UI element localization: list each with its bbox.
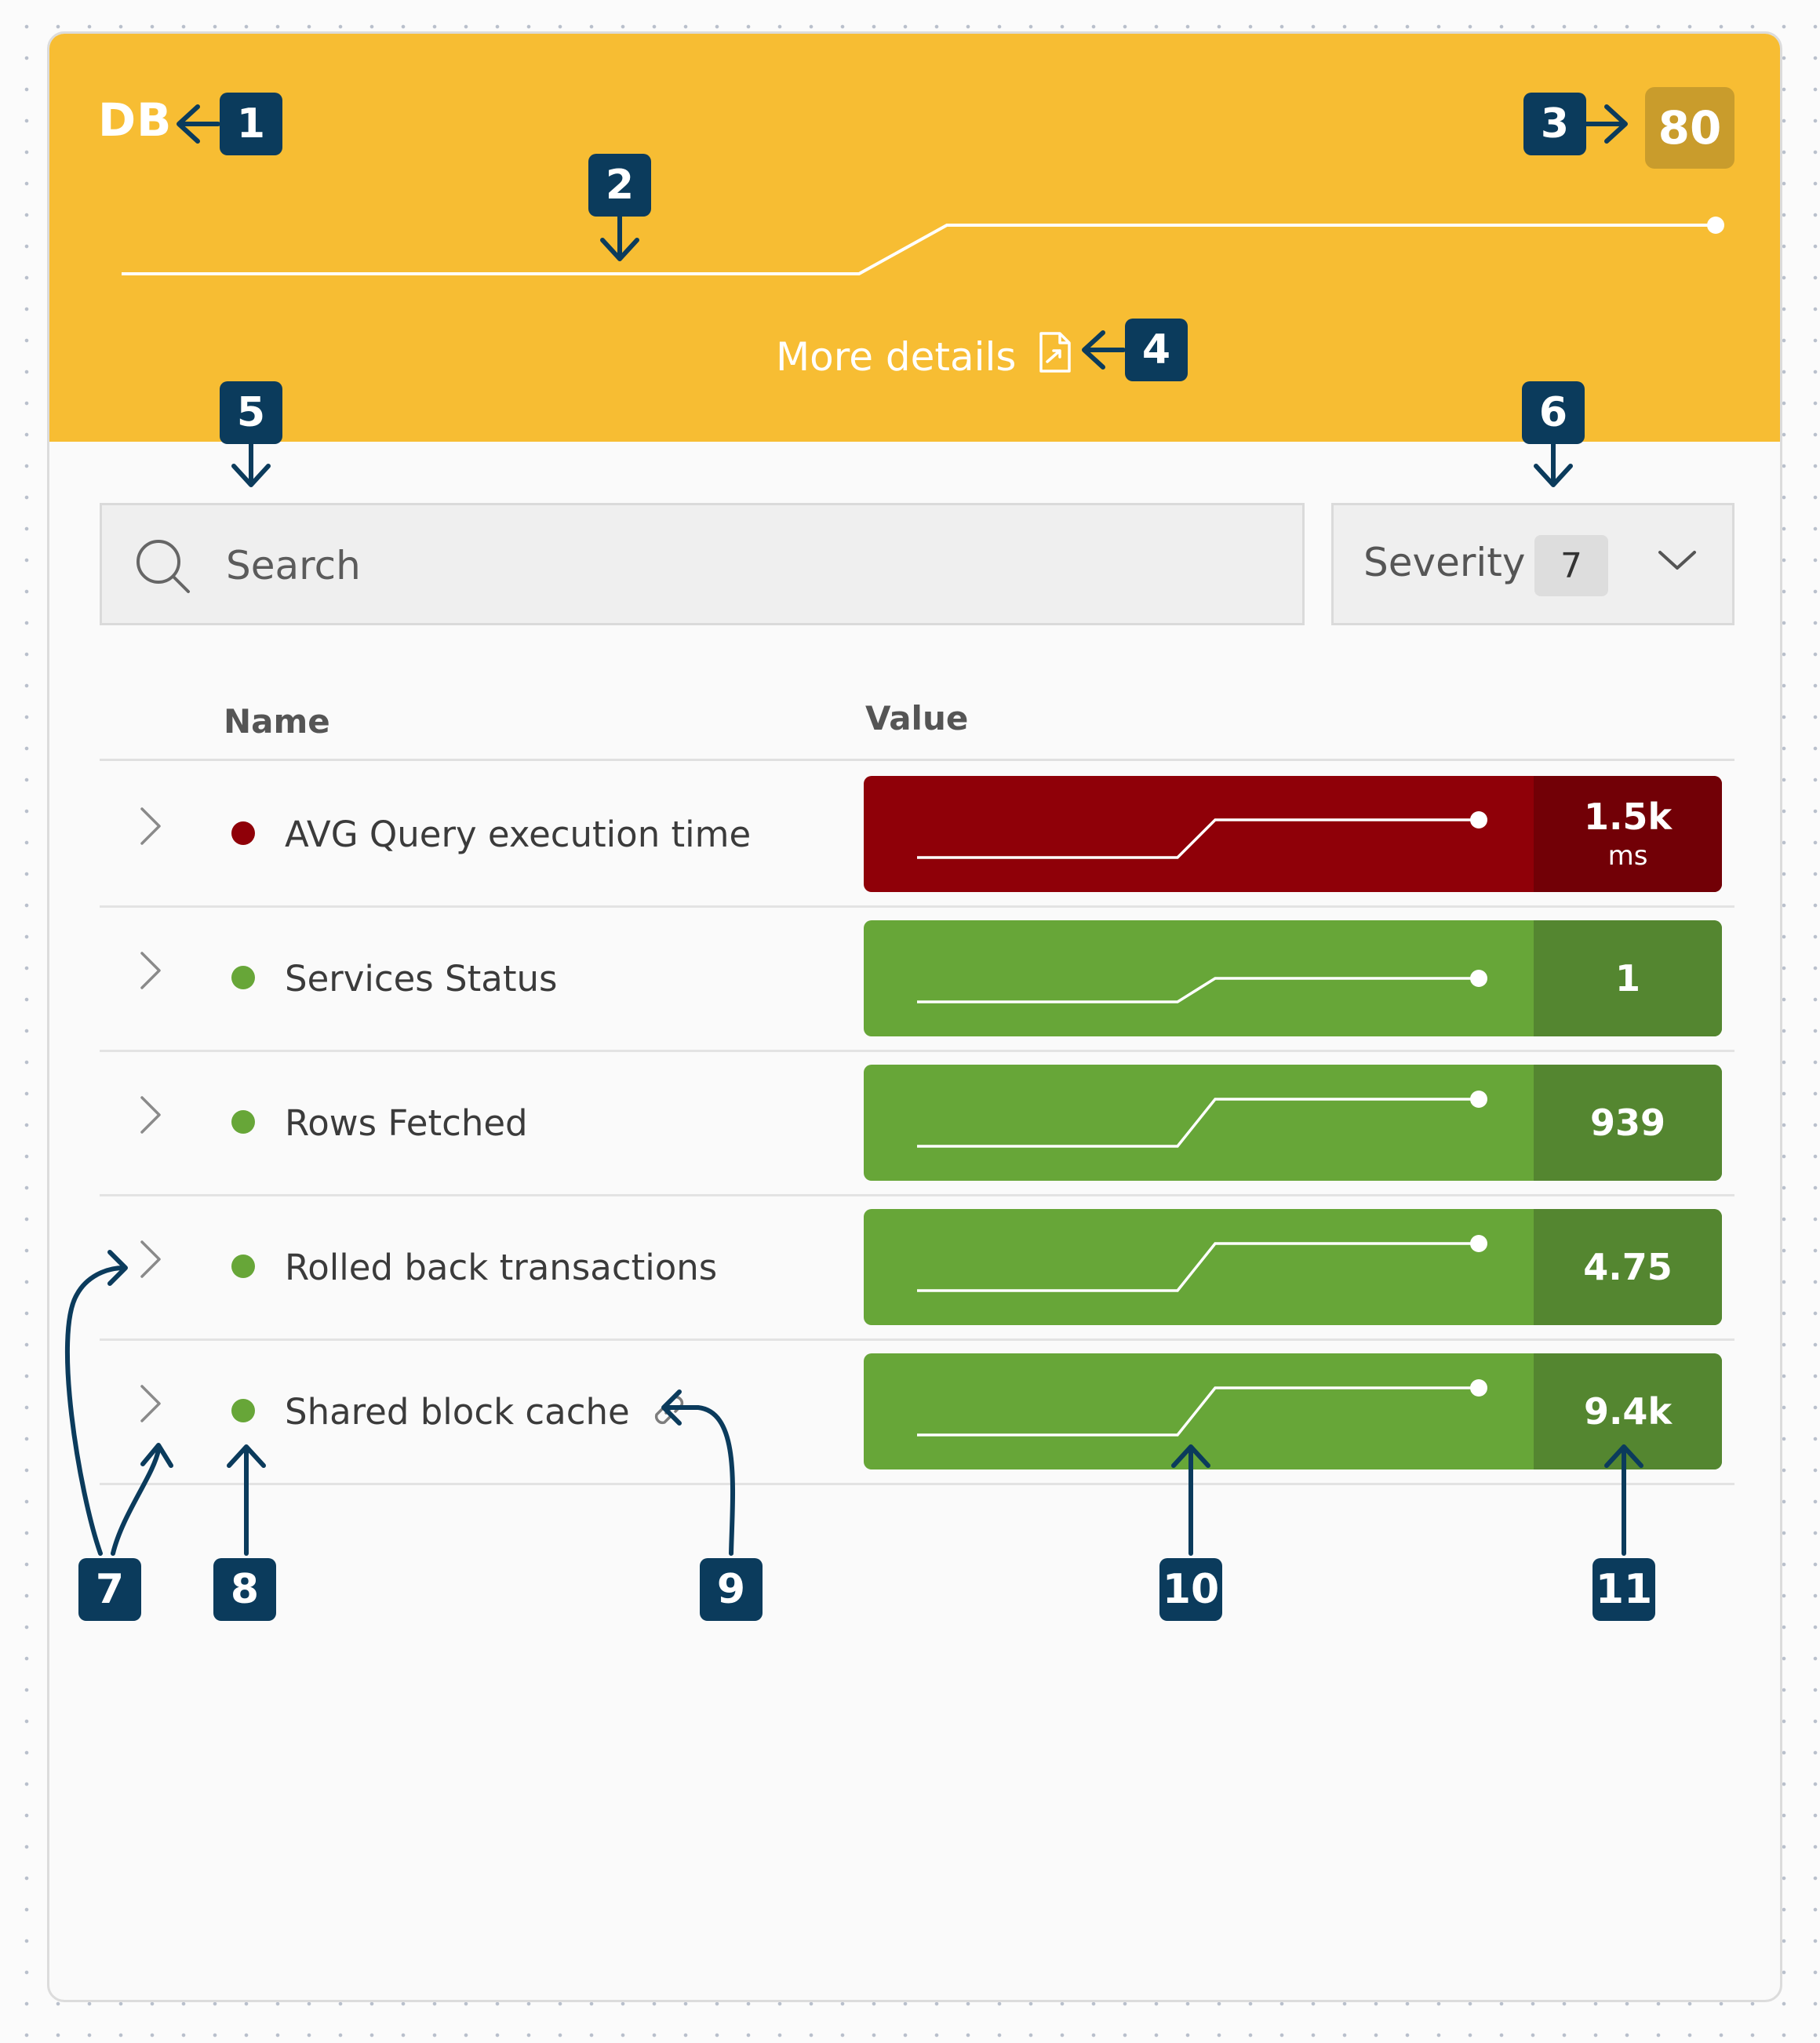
chevron-right-icon[interactable]	[134, 803, 166, 853]
column-header-name[interactable]: Name	[224, 702, 330, 741]
metric-sparkline	[917, 970, 1487, 1003]
annotation-badge-10: 10	[1159, 1558, 1222, 1621]
annotation-badge-8: 8	[213, 1558, 276, 1621]
metric-value-box: 939	[1534, 1065, 1722, 1181]
chevron-right-icon[interactable]	[134, 947, 166, 997]
annotation-badge-7: 7	[78, 1558, 141, 1621]
search-input[interactable]	[224, 534, 1247, 598]
metric-value-pill[interactable]: 4.75	[864, 1209, 1722, 1325]
chevron-right-icon[interactable]	[134, 1236, 166, 1286]
metric-value-pill[interactable]: 1	[864, 920, 1722, 1036]
metric-value: 4.75	[1583, 1246, 1673, 1288]
header-divider	[100, 759, 1734, 761]
search-icon	[133, 537, 193, 599]
status-dot	[231, 966, 255, 989]
metric-name: Rolled back transactions	[285, 1247, 718, 1288]
metric-value-pill[interactable]: 939	[864, 1065, 1722, 1181]
annotation-badge-11: 11	[1592, 1558, 1655, 1621]
link-icon[interactable]	[646, 1386, 693, 1437]
status-dot	[231, 821, 255, 845]
metric-sparkline	[917, 811, 1487, 859]
metric-value-box: 4.75	[1534, 1209, 1722, 1325]
severity-label: Severity	[1363, 540, 1526, 585]
more-details-link[interactable]: More details	[776, 326, 1072, 388]
table-row[interactable]: Shared block cache 9.4k	[100, 1341, 1734, 1485]
header-sparkline	[122, 217, 1724, 275]
metric-value: 1.5k	[1583, 796, 1673, 838]
more-details-label: More details	[776, 334, 1017, 380]
metric-sparkline	[917, 1379, 1487, 1437]
metric-name: Shared block cache	[285, 1391, 630, 1433]
db-widget-card: DB 80 More details Seve	[47, 31, 1782, 2002]
metric-value: 939	[1589, 1102, 1666, 1144]
annotation-badge-3: 3	[1523, 93, 1586, 155]
annotation-badge-1: 1	[220, 93, 282, 155]
annotation-badge-9: 9	[700, 1558, 763, 1621]
metric-unit: ms	[1607, 840, 1648, 872]
table-row[interactable]: AVG Query execution time 1.5k ms	[100, 763, 1734, 908]
chevron-right-icon[interactable]	[134, 1380, 166, 1430]
table-row[interactable]: Rows Fetched 939	[100, 1052, 1734, 1196]
metric-sparkline	[917, 1091, 1487, 1148]
table-row[interactable]: Services Status 1	[100, 908, 1734, 1052]
metric-value-box: 1	[1534, 920, 1722, 1036]
metric-name: AVG Query execution time	[285, 814, 752, 855]
status-dot	[231, 1255, 255, 1278]
chevron-down-icon[interactable]	[1655, 544, 1699, 579]
column-header-value[interactable]: Value	[865, 699, 969, 737]
search-field[interactable]	[100, 503, 1305, 625]
metric-name: Rows Fetched	[285, 1102, 528, 1144]
chevron-right-icon[interactable]	[134, 1091, 166, 1142]
metric-name: Services Status	[285, 958, 558, 1000]
annotation-badge-2: 2	[588, 154, 651, 217]
header-panel: DB 80 More details	[49, 34, 1780, 442]
severity-count-badge: 7	[1534, 535, 1608, 596]
metric-sparkline	[917, 1235, 1487, 1292]
external-document-icon	[1038, 330, 1072, 384]
metric-value: 1	[1614, 957, 1640, 1000]
metric-value-pill[interactable]: 1.5k ms	[864, 776, 1722, 892]
severity-dropdown[interactable]: Severity 7	[1331, 503, 1734, 625]
metric-value-box: 1.5k ms	[1534, 776, 1722, 892]
metric-value: 9.4k	[1583, 1390, 1673, 1433]
status-dot	[231, 1110, 255, 1134]
annotation-badge-5: 5	[220, 381, 282, 444]
widget-title: DB	[98, 93, 173, 147]
status-dot	[231, 1399, 255, 1422]
score-badge: 80	[1645, 87, 1734, 169]
metric-value-box: 9.4k	[1534, 1353, 1722, 1469]
table-row[interactable]: Rolled back transactions 4.75	[100, 1196, 1734, 1341]
metric-value-pill[interactable]: 9.4k	[864, 1353, 1722, 1469]
annotation-badge-6: 6	[1522, 381, 1585, 444]
annotation-badge-4: 4	[1125, 319, 1188, 381]
